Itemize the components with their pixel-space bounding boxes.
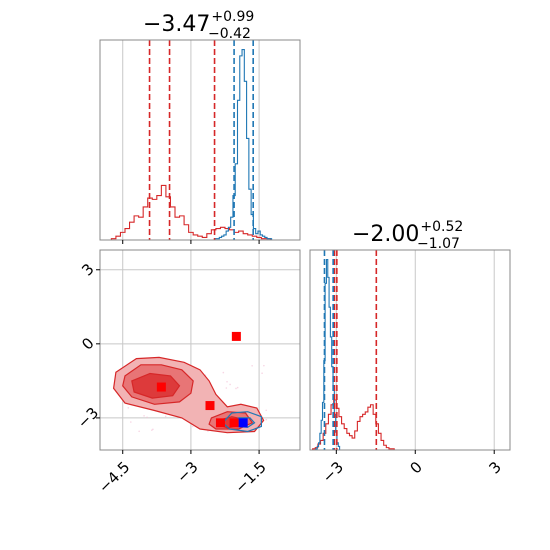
- panel-frame: [99, 39, 301, 241]
- scatter-point: [265, 409, 268, 412]
- contour-blue-outer: [221, 411, 262, 433]
- tick-label: −1.5: [231, 458, 269, 496]
- title-lower-error: −0.42: [208, 26, 251, 42]
- tick-label: −3: [74, 404, 102, 432]
- quantile-lines: [323, 250, 378, 450]
- scatter-point: [229, 383, 231, 386]
- histograms: [110, 48, 275, 240]
- contours: [112, 356, 268, 434]
- tick-label: −3: [319, 458, 347, 486]
- marker-red: [205, 401, 215, 411]
- scatter-point: [143, 415, 145, 417]
- tick-label: 0: [78, 334, 97, 353]
- y-ticks: −3 0 3: [74, 260, 102, 432]
- panel-top-left: −3.47+0.99 −0.42: [99, 9, 301, 244]
- marker-blue: [238, 418, 248, 428]
- histogram-red: [312, 399, 397, 450]
- panel-bottom-left: −4.5 −3 −1.5 −3 0 3: [74, 249, 301, 497]
- tick-label: 0: [407, 458, 426, 477]
- marker-red: [229, 418, 239, 428]
- scatter-point: [164, 415, 167, 418]
- scatter-point: [146, 416, 148, 419]
- scatter-point: [191, 425, 194, 428]
- scatter-point: [235, 387, 237, 390]
- scatter-point: [138, 430, 140, 433]
- tick-label: −4.5: [95, 458, 133, 496]
- quantile-lines: [148, 40, 254, 240]
- tick-label: −3: [173, 458, 201, 486]
- scatter-point: [222, 371, 225, 374]
- contour-red-inner: [131, 372, 181, 399]
- tick-label: 3: [485, 458, 504, 477]
- panel-frame: [309, 249, 511, 451]
- panel-title: −3.47+0.99 −0.42: [143, 9, 254, 42]
- x-ticks: −4.5 −3 −1.5: [95, 450, 270, 497]
- scatter-point: [225, 387, 228, 389]
- marker-red: [156, 382, 166, 392]
- title-value: −3.47: [143, 12, 210, 37]
- panel-frame: [99, 249, 301, 451]
- x-ticks: −3 0 3: [319, 450, 505, 486]
- title-upper-error: +0.99: [211, 9, 254, 25]
- histogram-red: [110, 184, 275, 240]
- scatter-point: [151, 429, 153, 431]
- scatter-point: [236, 386, 239, 389]
- title-upper-error: +0.52: [420, 219, 463, 235]
- scatter-point: [127, 407, 130, 409]
- scatter-point: [130, 421, 132, 423]
- scatter-point: [265, 418, 268, 421]
- grid-lines: [122, 40, 260, 240]
- title-lower-error: −1.07: [417, 236, 460, 252]
- marker-red: [231, 331, 241, 341]
- tick-label: 3: [78, 260, 97, 279]
- marker-red: [215, 418, 225, 428]
- panel-title: −2.00+0.52 −1.07: [352, 219, 463, 252]
- scatter-point: [251, 364, 253, 367]
- title-value: −2.00: [352, 222, 419, 247]
- scatter-point: [263, 364, 265, 367]
- scatter-point: [152, 428, 154, 431]
- histogram-blue: [214, 48, 274, 240]
- markers: [156, 331, 248, 428]
- panel-bottom-right: −3 0 3 −2.00+0.52 −1.07: [309, 219, 511, 486]
- x-ticks: [122, 240, 260, 244]
- scatter-point: [226, 380, 228, 383]
- scatter-point: [261, 372, 263, 375]
